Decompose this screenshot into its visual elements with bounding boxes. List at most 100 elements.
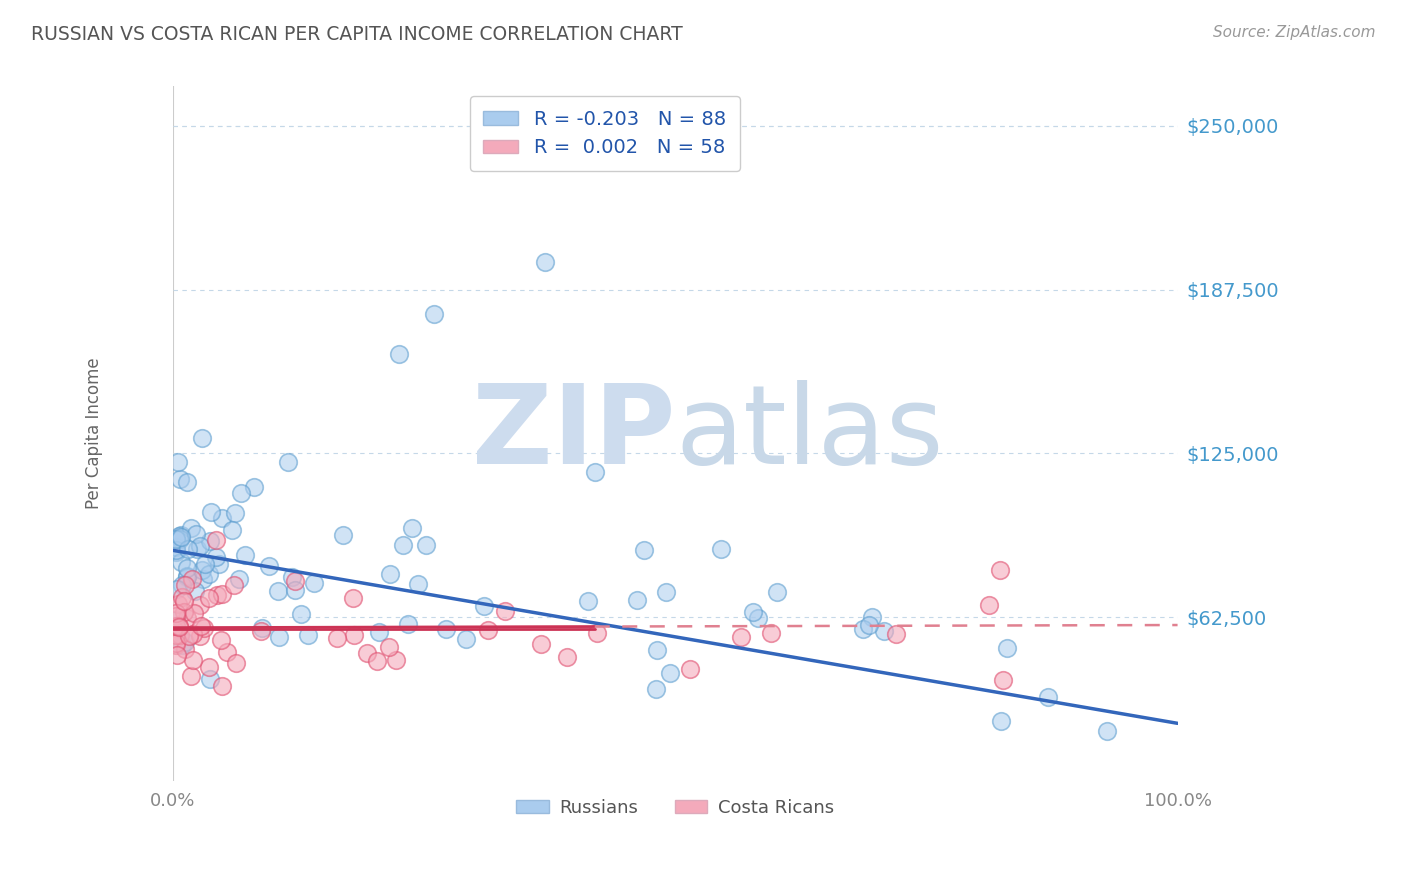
Point xyxy=(217,645,239,659)
Point xyxy=(533,255,555,269)
Point xyxy=(176,569,198,583)
Point xyxy=(990,714,1012,728)
Point xyxy=(576,594,599,608)
Point xyxy=(391,538,413,552)
Point xyxy=(626,593,648,607)
Point xyxy=(165,613,187,627)
Point xyxy=(356,646,378,660)
Point xyxy=(181,627,204,641)
Point xyxy=(183,653,205,667)
Point xyxy=(633,543,655,558)
Point xyxy=(198,566,221,581)
Point xyxy=(174,641,197,656)
Point xyxy=(290,607,312,621)
Point xyxy=(284,574,307,589)
Point xyxy=(177,629,200,643)
Point xyxy=(169,472,191,486)
Point xyxy=(211,679,233,693)
Point xyxy=(747,611,769,625)
Point xyxy=(229,486,252,500)
Point xyxy=(166,648,188,662)
Point xyxy=(167,620,190,634)
Point xyxy=(765,585,787,599)
Point xyxy=(173,594,195,608)
Point xyxy=(277,455,299,469)
Point xyxy=(198,672,221,686)
Point xyxy=(191,563,214,577)
Point xyxy=(200,534,222,549)
Point xyxy=(860,610,883,624)
Point xyxy=(183,606,205,620)
Point xyxy=(200,505,222,519)
Text: Source: ZipAtlas.com: Source: ZipAtlas.com xyxy=(1212,25,1375,40)
Text: ZIP: ZIP xyxy=(472,380,675,487)
Point xyxy=(406,577,429,591)
Point xyxy=(190,619,212,633)
Point xyxy=(191,572,214,586)
Point xyxy=(456,632,478,646)
Point xyxy=(415,538,437,552)
Point xyxy=(166,582,188,596)
Point xyxy=(730,630,752,644)
Point xyxy=(222,578,245,592)
Point xyxy=(858,617,880,632)
Point xyxy=(1095,723,1118,738)
Point xyxy=(211,587,233,601)
Point xyxy=(165,545,187,559)
Point xyxy=(186,541,208,556)
Point xyxy=(170,577,193,591)
Point xyxy=(180,521,202,535)
Point xyxy=(167,619,190,633)
Point xyxy=(221,524,243,538)
Point xyxy=(209,633,232,648)
Point xyxy=(191,431,214,445)
Point xyxy=(242,480,264,494)
Point xyxy=(165,609,187,624)
Point xyxy=(165,627,187,641)
Point xyxy=(173,635,195,649)
Point xyxy=(710,541,733,556)
Point xyxy=(281,570,304,584)
Point xyxy=(284,582,307,597)
Point xyxy=(170,527,193,541)
Point xyxy=(176,611,198,625)
Point xyxy=(388,347,411,361)
Point xyxy=(266,583,288,598)
Point xyxy=(378,640,401,655)
Point xyxy=(188,599,211,613)
Point xyxy=(233,549,256,563)
Point xyxy=(297,628,319,642)
Point xyxy=(302,575,325,590)
Point xyxy=(173,605,195,619)
Point xyxy=(645,682,668,697)
Point xyxy=(167,455,190,469)
Point xyxy=(165,543,187,558)
Point xyxy=(205,550,228,565)
Point xyxy=(184,527,207,541)
Point xyxy=(165,638,187,652)
Point xyxy=(645,643,668,657)
Point xyxy=(1036,690,1059,704)
Point xyxy=(176,475,198,490)
Point xyxy=(177,542,200,557)
Point xyxy=(401,520,423,534)
Point xyxy=(165,532,187,546)
Point xyxy=(979,598,1001,612)
Point xyxy=(494,604,516,618)
Point xyxy=(180,669,202,683)
Point xyxy=(198,659,221,673)
Point xyxy=(342,591,364,605)
Point xyxy=(169,628,191,642)
Point xyxy=(873,624,896,638)
Point xyxy=(378,566,401,581)
Text: RUSSIAN VS COSTA RICAN PER CAPITA INCOME CORRELATION CHART: RUSSIAN VS COSTA RICAN PER CAPITA INCOME… xyxy=(31,25,683,44)
Point xyxy=(586,626,609,640)
Point xyxy=(190,629,212,643)
Point xyxy=(326,631,349,645)
Text: atlas: atlas xyxy=(675,380,943,487)
Point xyxy=(165,618,187,632)
Point xyxy=(252,621,274,635)
Point xyxy=(530,637,553,651)
Point xyxy=(165,606,187,620)
Point xyxy=(176,561,198,575)
